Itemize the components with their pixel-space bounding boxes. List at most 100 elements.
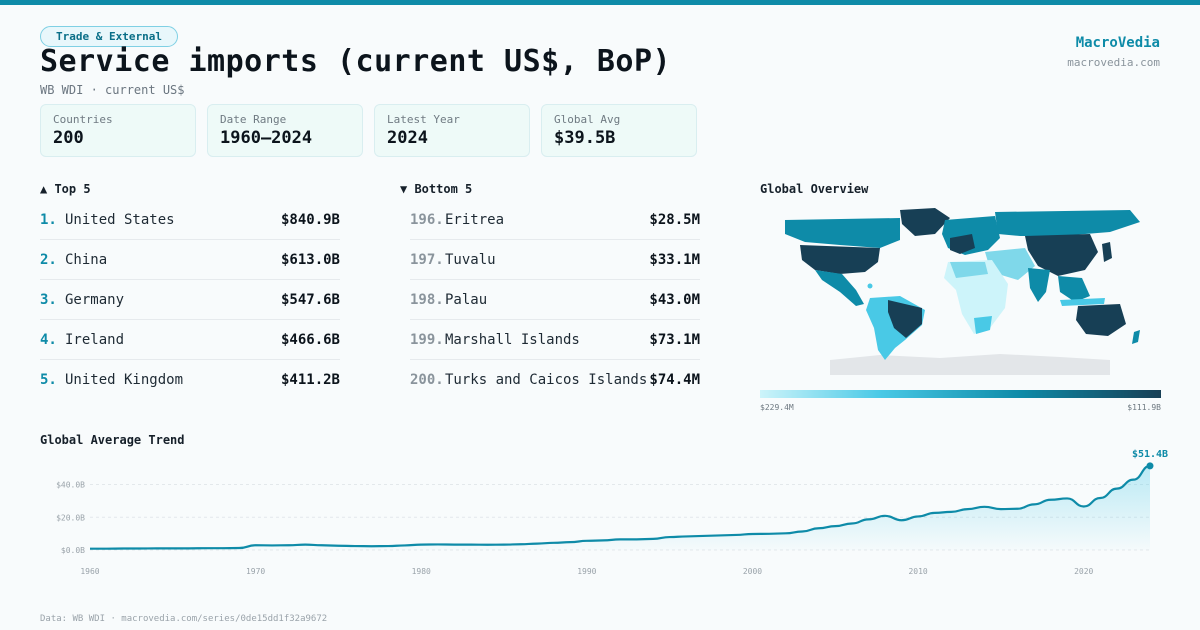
country-name: Palau	[445, 291, 488, 308]
region-usa	[800, 245, 880, 274]
x-tick-label: 2010	[908, 567, 927, 576]
region-southeast-asia	[1058, 276, 1090, 302]
country-name: Marshall Islands	[445, 331, 580, 348]
rank-number: 4.	[40, 331, 57, 348]
map-legend-max: $111.9B	[1127, 403, 1161, 412]
top5-row[interactable]: 3. Germany $547.6B	[40, 280, 340, 320]
top-accent-bar	[0, 0, 1200, 5]
region-canada	[785, 218, 900, 248]
country-value: $840.9B	[280, 211, 340, 228]
bottom5-row[interactable]: 197. Tuvalu $33.1M	[410, 240, 700, 280]
world-map-graphic	[785, 208, 1140, 375]
trend-line	[90, 464, 1151, 550]
top5-row[interactable]: 2. China $613.0B	[40, 240, 340, 280]
stat-value: 1960–2024	[220, 128, 313, 148]
bottom5-list: 196. Eritrea $28.5M 197. Tuvalu $33.1M 198. P…	[410, 200, 700, 399]
x-tick-label: 1990	[577, 567, 596, 576]
stat-card-countries: Countries 200	[40, 104, 196, 157]
region-north-africa	[950, 262, 988, 278]
country-value: $28.5M	[649, 211, 700, 228]
brand-url[interactable]: macrovedia.com	[1067, 56, 1160, 69]
country-name: Tuvalu	[445, 251, 496, 268]
stat-value: $39.5B	[554, 128, 616, 148]
stat-label: Latest Year	[387, 113, 460, 126]
x-tick-label: 1960	[80, 567, 99, 576]
region-mexico	[815, 270, 864, 306]
country-name: Ireland	[65, 331, 125, 348]
region-china	[1025, 234, 1098, 276]
trend-last-point	[1146, 462, 1154, 470]
region-japan	[1102, 242, 1112, 262]
top5-heading: ▲ Top 5	[40, 182, 91, 196]
region-south-africa	[974, 316, 992, 334]
trend-area	[90, 465, 1150, 550]
top5-row[interactable]: 1. United States $840.9B	[40, 200, 340, 240]
x-tick-label: 1970	[246, 567, 265, 576]
bottom5-row[interactable]: 196. Eritrea $28.5M	[410, 200, 700, 240]
trend-chart[interactable]: $0.0B $20.0B $40.0B 1960 1970 1980 1990 2000 20…	[0, 440, 1200, 590]
country-value: $411.2B	[280, 371, 340, 388]
region-indonesia	[1060, 298, 1105, 306]
rank-number: 2.	[40, 251, 57, 268]
country-name: Eritrea	[445, 211, 505, 228]
stat-card-latest-year: Latest Year 2024	[374, 104, 530, 157]
map-heading: Global Overview	[760, 182, 869, 196]
top5-list: 1. United States $840.9B 2. China $613.0B 3.…	[40, 200, 340, 399]
trend-heading: Global Average Trend	[40, 433, 185, 447]
region-brazil	[888, 300, 922, 338]
region-western-europe	[950, 234, 975, 254]
rank-number: 196.	[410, 211, 444, 228]
top5-row[interactable]: 5. United Kingdom $411.2B	[40, 360, 340, 399]
footer-source: Data: WB WDI · macrovedia.com/series/0de…	[40, 614, 328, 624]
country-name: Turks and Caicos Islands	[445, 371, 648, 388]
stat-label: Global Avg	[554, 113, 621, 126]
country-value: $613.0B	[280, 251, 340, 268]
country-value: $466.6B	[280, 331, 340, 348]
country-name: China	[65, 251, 108, 268]
y-tick-label: $40.0B	[56, 481, 85, 490]
bottom5-heading: ▼ Bottom 5	[400, 182, 473, 196]
top5-row[interactable]: 4. Ireland $466.6B	[40, 320, 340, 360]
bottom5-row[interactable]: 200. Turks and Caicos Islands $74.4M	[410, 360, 700, 399]
region-africa	[944, 260, 1008, 334]
country-value: $547.6B	[280, 291, 340, 308]
category-badge[interactable]: Trade & External	[40, 26, 178, 47]
rank-number: 3.	[40, 291, 57, 308]
rank-number: 197.	[410, 251, 444, 268]
x-tick-label: 2000	[743, 567, 762, 576]
map-legend-gradient	[760, 390, 1161, 398]
stat-value: 200	[53, 128, 84, 148]
bottom5-row[interactable]: 198. Palau $43.0M	[410, 280, 700, 320]
bottom5-row[interactable]: 199. Marshall Islands $73.1M	[410, 320, 700, 360]
country-name: Germany	[65, 291, 125, 308]
rank-number: 1.	[40, 211, 57, 228]
trend-last-value-label: $51.4B	[1132, 449, 1168, 460]
country-name: United States	[65, 211, 175, 228]
region-new-zealand	[1132, 330, 1140, 344]
country-value: $73.1M	[649, 331, 700, 348]
map-legend-min: $229.4M	[760, 403, 794, 412]
country-name: United Kingdom	[65, 371, 184, 388]
country-value: $74.4M	[649, 371, 700, 388]
region-russia	[995, 210, 1140, 236]
region-australia	[1076, 304, 1126, 336]
stat-label: Date Range	[220, 113, 287, 126]
region-greenland	[900, 208, 950, 236]
y-tick-label: $0.0B	[61, 546, 85, 555]
stat-card-global-avg: Global Avg $39.5B	[541, 104, 697, 157]
page-subtitle: WB WDI · current US$	[40, 83, 185, 97]
world-choropleth-map[interactable]	[760, 200, 1161, 380]
x-tick-label: 2020	[1074, 567, 1093, 576]
region-caribbean	[867, 283, 873, 289]
stat-value: 2024	[387, 128, 428, 148]
rank-number: 200.	[410, 371, 444, 388]
stat-card-date-range: Date Range 1960–2024	[207, 104, 363, 157]
country-value: $33.1M	[649, 251, 700, 268]
country-value: $43.0M	[649, 291, 700, 308]
y-tick-label: $20.0B	[56, 513, 85, 522]
brand-name[interactable]: MacroVedia	[1075, 35, 1160, 51]
rank-number: 5.	[40, 371, 57, 388]
page-title: Service imports (current US$, BoP)	[40, 44, 672, 79]
x-tick-label: 1980	[412, 567, 431, 576]
region-india	[1028, 268, 1050, 302]
